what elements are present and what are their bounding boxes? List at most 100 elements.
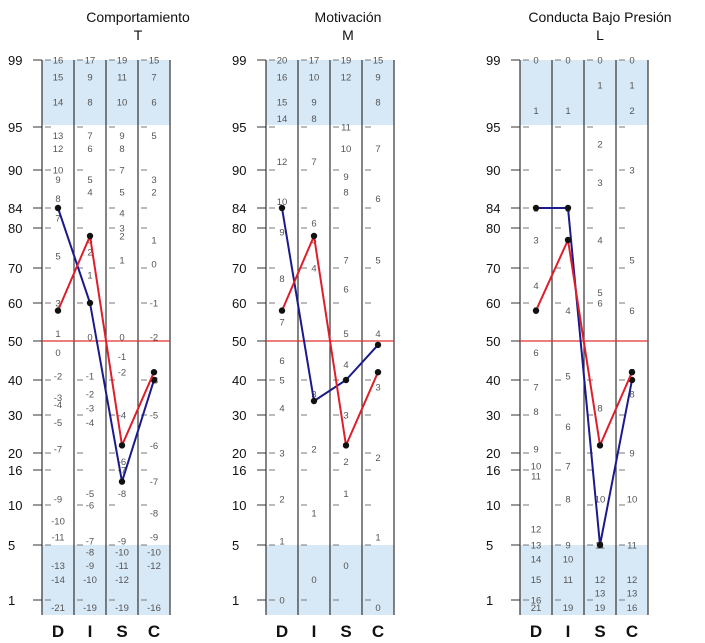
chart2-series-1-point-i xyxy=(310,397,318,405)
chart1-percentile-label-95: 95 xyxy=(8,120,22,135)
chart2-percentile-label-84: 84 xyxy=(232,201,246,216)
chart3-d-scale-label: 8 xyxy=(533,407,538,418)
chart3-i-scale-label: 1 xyxy=(565,106,570,117)
chart1-s-scale-label: -10 xyxy=(115,547,129,558)
chart3-percentile-label-10: 10 xyxy=(486,498,500,513)
chart2-c-scale-label: 5 xyxy=(375,256,380,267)
chart1-d-scale-label: -14 xyxy=(51,575,65,586)
chart1-percentile-label-60: 60 xyxy=(8,296,22,311)
chart1-d-scale-label: 16 xyxy=(53,56,64,67)
chart3-percentile-label-40: 40 xyxy=(486,373,500,388)
chart1-d-scale-label: -10 xyxy=(51,517,65,528)
chart1-percentile-label-50: 50 xyxy=(8,334,22,349)
chart1-s-scale-label: 7 xyxy=(119,166,124,177)
chart2-i-scale-label: 1 xyxy=(311,509,316,520)
chart1-d-scale-label: 1 xyxy=(55,329,60,340)
chart1-i-scale-label: -2 xyxy=(86,390,94,401)
chart1-s-scale-label: 19 xyxy=(117,56,128,67)
chart3-c-scale-label: 10 xyxy=(627,495,638,506)
chart3-s-scale-label: 12 xyxy=(595,575,606,586)
chart3-i-scale-label: 11 xyxy=(563,575,573,586)
chart2-percentile-label-30: 30 xyxy=(232,408,246,423)
chart3-d-scale-label: 11 xyxy=(531,471,541,482)
chart3-i-scale-label: 6 xyxy=(565,422,570,433)
chart1-s-scale-label: 8 xyxy=(119,144,124,155)
chart1-series-2-point-c xyxy=(150,369,158,376)
chart3-i-scale-label: 0 xyxy=(565,56,570,67)
chart2-i-scale-label: 7 xyxy=(311,157,316,168)
chart2-c-scale-label: 8 xyxy=(375,97,380,108)
chart2-percentile-label-95: 95 xyxy=(232,120,246,135)
chart3-i-scale-label: 5 xyxy=(565,372,570,383)
chart3-c-scale-label: 0 xyxy=(629,56,634,67)
chart1-s-scale-label: 4 xyxy=(119,209,124,220)
chart2-percentile-label-99: 99 xyxy=(232,53,246,68)
chart2-c-scale-label: 1 xyxy=(375,533,380,544)
chart2-percentile-label-90: 90 xyxy=(232,163,246,178)
chart3-percentile-label-99: 99 xyxy=(486,53,500,68)
chart1-s-scale-label: -8 xyxy=(118,489,126,500)
chart3-d-scale-label: 13 xyxy=(531,541,542,552)
chart1-letter-i: I xyxy=(88,622,93,641)
chart2-title: Motivación xyxy=(315,9,382,25)
chart3-s-scale-label: 0 xyxy=(597,56,602,67)
chart3-series-2-line xyxy=(535,239,633,447)
chart2-d-scale-label: 4 xyxy=(279,404,284,415)
chart1-i-scale-label: -8 xyxy=(86,547,94,558)
chart3-c-scale-label: 1 xyxy=(629,81,634,92)
chart3-d-scale-label: 16 xyxy=(531,596,542,607)
chart1-d-scale-label: 14 xyxy=(53,97,64,108)
chart2-percentile-label-80: 80 xyxy=(232,221,246,236)
chart1-s-scale-label: -11 xyxy=(115,561,128,572)
chart3-d-scale-label: 4 xyxy=(533,281,538,292)
chart1-d-scale-label: -11 xyxy=(51,533,64,544)
chart2-s-scale-label: 0 xyxy=(343,561,348,572)
chart1-i-scale-label: 17 xyxy=(85,56,96,67)
chart2-series-2-point-d xyxy=(278,307,286,314)
chart2-subtitle: M xyxy=(342,27,354,43)
chart2-d-scale-label: 5 xyxy=(279,376,284,387)
chart1-s-scale-label: -6 xyxy=(118,457,126,468)
chart1-s-scale-label: 1 xyxy=(119,256,124,267)
chart2-percentile-label-16: 16 xyxy=(232,463,246,478)
chart3-series-2-point-d xyxy=(532,307,540,314)
chart2-s-scale-label: 11 xyxy=(341,123,351,134)
chart2-s-scale-label: 8 xyxy=(343,188,348,199)
chart3-percentile-label-20: 20 xyxy=(486,446,500,461)
chart1-series-2-point-i xyxy=(86,232,94,240)
chart1-d-scale-label: -21 xyxy=(51,603,65,614)
chart1-i-scale-label: 9 xyxy=(87,72,92,83)
chart1-percentile-label-90: 90 xyxy=(8,163,22,178)
chart1-series-2-line xyxy=(57,235,155,447)
chart1-i-scale-label: -7 xyxy=(86,537,94,548)
chart2-percentile-label-5: 5 xyxy=(232,538,239,553)
chart1-s-scale-label: -4 xyxy=(118,411,126,422)
chart1-d-scale-label: -5 xyxy=(54,418,62,429)
chart1-c-scale-label: -6 xyxy=(150,441,158,452)
chart2-i-scale-label: 0 xyxy=(311,575,316,586)
chart2-s-scale-label: 19 xyxy=(341,56,352,67)
chart3-s-scale-label: 8 xyxy=(597,404,602,415)
chart3-series-2-point-c xyxy=(628,369,636,376)
chart1-d-scale-label: -9 xyxy=(54,495,62,506)
chart1-i-scale-label: -3 xyxy=(86,404,94,415)
chart1-series-1-point-s xyxy=(118,478,126,485)
chart1-title: Comportamiento xyxy=(86,9,190,25)
chart1-c-scale-label: 5 xyxy=(151,131,156,142)
chart2-series-1-point-c xyxy=(374,341,382,349)
chart1-series-1-line xyxy=(57,207,155,483)
chart2-i-scale-label: 17 xyxy=(309,56,320,67)
chart3-c-scale-label: 11 xyxy=(627,541,637,552)
chart1-i-scale-label: 5 xyxy=(87,175,92,186)
chart1-d-scale-label: 13 xyxy=(53,131,64,142)
chart3-i-scale-label: 19 xyxy=(563,603,574,614)
chart3-c-scale-label: 9 xyxy=(629,449,634,460)
chart3-percentile-label-60: 60 xyxy=(486,296,500,311)
chart2-d-scale-label: 8 xyxy=(279,274,284,285)
chart2-d-scale-label: 20 xyxy=(277,56,288,67)
chart2-c-scale-label: 3 xyxy=(375,383,380,394)
chart1-c-scale-label: 1 xyxy=(151,236,156,247)
chart2-series-1-line xyxy=(281,207,379,402)
chart1-c-scale-label: -5 xyxy=(150,411,158,422)
chart2-percentile-label-70: 70 xyxy=(232,261,246,276)
